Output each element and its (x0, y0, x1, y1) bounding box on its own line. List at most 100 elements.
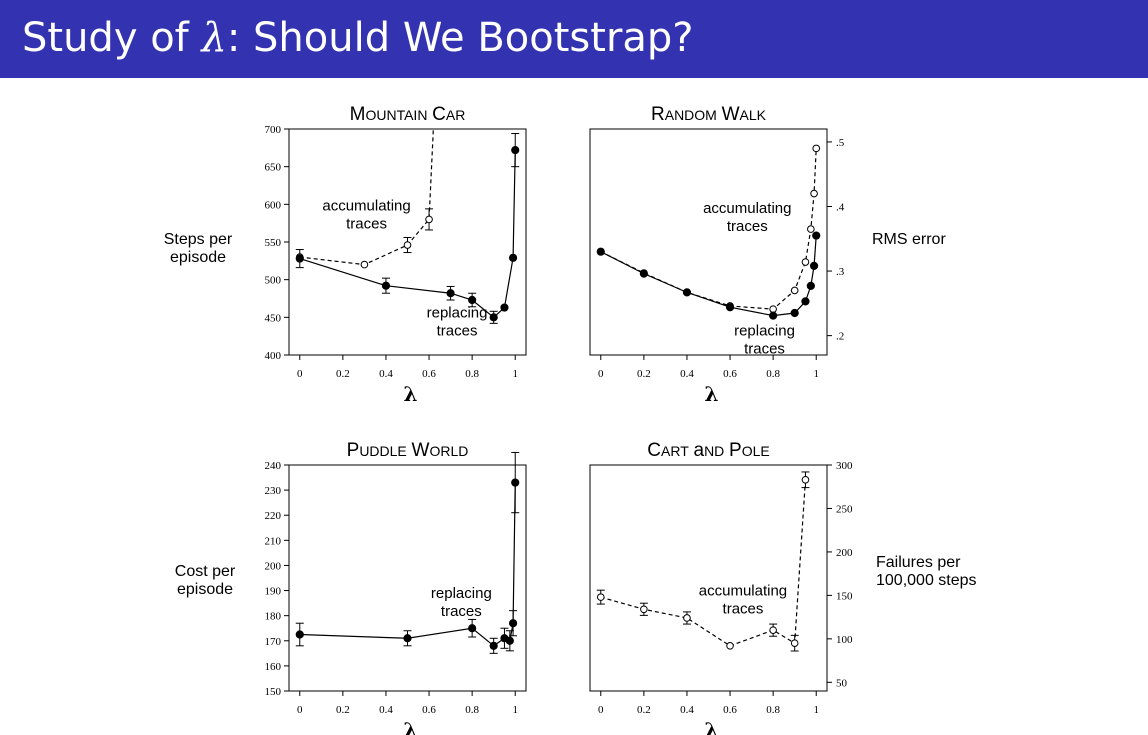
cart-and-pole-xtick-label: 0.6 (723, 704, 737, 716)
cart-and-pole-xtick-label: 0.4 (680, 704, 694, 716)
puddle-world-ytick-label: 210 (265, 535, 282, 547)
puddle-world-ylabel: Cost per (175, 563, 236, 580)
mountain-car-series-1 (295, 133, 520, 324)
random-walk-filled-point (596, 247, 605, 256)
puddle-world-ytick-label: 220 (265, 510, 282, 522)
random-walk-annotation: accumulating (703, 200, 791, 217)
cart-and-pole-title: CART aND POLE (647, 440, 769, 461)
cart-and-pole-ytick-label: 250 (836, 503, 853, 515)
random-walk-filled-point (725, 303, 735, 312)
mountain-car-ytick-label: 400 (265, 350, 282, 362)
random-walk-filled-point (801, 297, 810, 306)
puddle-world-annotation: traces (441, 603, 482, 620)
mountain-car-ylabel: episode (170, 249, 226, 266)
mountain-car-annotation: replacing (427, 304, 488, 321)
random-walk-xlabel: λ (704, 382, 718, 406)
puddle-world-ytick-label: 160 (265, 661, 282, 673)
mountain-car-open-point (403, 241, 412, 249)
random-walk-title: RANDOM WALK (651, 104, 767, 125)
random-walk-plot-frame (589, 128, 828, 356)
cart-and-pole-open-point (790, 639, 799, 647)
cart-and-pole-ytick-label: 150 (836, 590, 853, 602)
mountain-car-series-1-line (299, 150, 516, 319)
puddle-world-chart: PUDDLE WORLD 0 0.2 0.4 0.6 0.8 1 λ 150 160 170 180 1… (175, 440, 527, 735)
random-walk-filled-point (812, 231, 821, 240)
random-walk-annotation: traces (727, 218, 768, 235)
puddle-world-filled-point (505, 636, 514, 645)
title-lambda-symbol: λ (201, 15, 227, 61)
random-walk-filled-point (790, 308, 799, 318)
mountain-car-xtick-label: 0.2 (336, 368, 350, 380)
puddle-world-ytick-label: 200 (265, 560, 282, 572)
puddle-world-xtick-label: 1 (512, 704, 518, 716)
cart-and-pole-open-point (726, 642, 734, 650)
puddle-world-title: PUDDLE WORLD (347, 440, 469, 461)
cart-and-pole-open-point (769, 626, 777, 634)
random-walk-filled-point (809, 261, 819, 270)
random-walk-annotation: traces (744, 341, 785, 358)
puddle-world-ytick-label: 180 (265, 611, 282, 623)
cart-and-pole-annotation: accumulating (699, 582, 787, 599)
random-walk-filled-point (682, 288, 692, 297)
cart-and-pole-open-point (596, 593, 605, 601)
random-walk-chart: RANDOM WALK 0 0.2 0.4 0.6 0.8 1 λ .2 .3 .4 .5 RMS er… (589, 104, 946, 406)
random-walk-series-1-line (600, 235, 817, 317)
puddle-world-xtick-label: 0 (297, 704, 303, 716)
mountain-car-filled-point (511, 145, 520, 155)
mountain-car-xtick-label: 1 (512, 368, 518, 380)
random-walk-open-point (812, 144, 821, 153)
cart-and-pole-chart: CART aND POLE 0 0.2 0.4 0.6 0.8 1 λ 50 100 150 200 2… (589, 440, 977, 735)
title-prefix: Study of (22, 15, 202, 61)
puddle-world-ytick-label: 240 (265, 460, 282, 472)
random-walk-open-point (769, 305, 777, 313)
random-walk-ytick-label: .2 (836, 331, 844, 343)
mountain-car-annotation: traces (346, 215, 387, 232)
puddle-world-filled-point (295, 630, 304, 639)
mountain-car-filled-point (489, 313, 498, 322)
puddle-world-filled-point (403, 634, 412, 643)
random-walk-open-point (790, 286, 799, 295)
mountain-car-filled-point (468, 295, 477, 305)
puddle-world-annotation: replacing (431, 585, 492, 602)
puddle-world-ylabel: episode (177, 581, 233, 598)
random-walk-xtick-label: 0.8 (766, 368, 780, 380)
puddle-world-ytick-label: 230 (265, 485, 282, 497)
random-walk-filled-point (639, 269, 648, 278)
cart-and-pole-ytick-label: 100 (836, 634, 853, 646)
mountain-car-open-point (425, 215, 433, 224)
mountain-car-annotation: accumulating (322, 197, 410, 214)
cart-and-pole-ylabel: 100,000 steps (876, 572, 977, 589)
mountain-car-ytick-label: 700 (265, 124, 282, 136)
puddle-world-filled-point (468, 624, 477, 633)
mountain-car-ytick-label: 550 (265, 237, 282, 249)
random-walk-open-point (807, 225, 815, 233)
mountain-car-filled-point (500, 303, 509, 312)
random-walk-series-1 (596, 231, 821, 320)
random-walk-open-point (801, 258, 810, 266)
mountain-car-xtick-label: 0 (297, 368, 303, 380)
cart-and-pole-series-0 (596, 471, 810, 652)
cart-and-pole-ylabel: Failures per (876, 554, 961, 571)
cart-and-pole-plot-frame (589, 464, 828, 692)
puddle-world-xtick-label: 0.6 (422, 704, 436, 716)
puddle-world-series-0 (295, 451, 520, 654)
random-walk-open-point (810, 189, 818, 198)
puddle-world-ytick-label: 150 (265, 686, 282, 698)
puddle-world-ytick-label: 190 (265, 586, 282, 598)
mountain-car-ytick-label: 450 (265, 312, 282, 324)
random-walk-xtick-label: 0.4 (680, 368, 694, 380)
puddle-world-ytick-label: 170 (265, 636, 282, 648)
cart-and-pole-xtick-label: 1 (813, 704, 819, 716)
cart-and-pole-xtick-label: 0.2 (637, 704, 651, 716)
mountain-car-annotation: traces (437, 322, 478, 339)
random-walk-ytick-label: .4 (836, 201, 845, 213)
random-walk-series-0 (596, 144, 821, 313)
mountain-car-filled-point (381, 281, 391, 290)
random-walk-xtick-label: 0.6 (723, 368, 737, 380)
random-walk-ytick-label: .5 (836, 137, 845, 149)
cart-and-pole-open-point (683, 614, 691, 622)
mountain-car-ytick-label: 650 (265, 162, 282, 174)
random-walk-filled-point (769, 311, 778, 320)
mountain-car-title: MOUNTAIN CAR (350, 104, 466, 125)
